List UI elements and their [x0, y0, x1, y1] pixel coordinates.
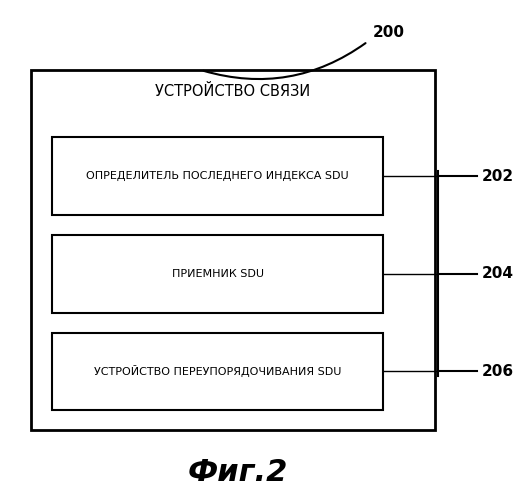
- Text: УСТРОЙСТВО СВЯЗИ: УСТРОЙСТВО СВЯЗИ: [155, 84, 311, 98]
- Bar: [31, 70, 435, 430]
- Text: ПРИЕМНИК SDU: ПРИЕМНИК SDU: [171, 269, 264, 279]
- Text: УСТРОЙСТВО ПЕРЕУПОРЯДОЧИВАНИЯ SDU: УСТРОЙСТВО ПЕРЕУПОРЯДОЧИВАНИЯ SDU: [94, 365, 341, 378]
- Text: 200: 200: [373, 25, 405, 40]
- Bar: [52, 332, 383, 410]
- Text: 206: 206: [482, 364, 514, 379]
- Text: 202: 202: [482, 168, 514, 184]
- Text: Фиг.2: Фиг.2: [188, 458, 289, 487]
- Text: 204: 204: [482, 266, 514, 281]
- Bar: [52, 138, 383, 215]
- Bar: [52, 235, 383, 312]
- Text: ОПРЕДЕЛИТЕЛЬ ПОСЛЕДНЕГО ИНДЕКСА SDU: ОПРЕДЕЛИТЕЛЬ ПОСЛЕДНЕГО ИНДЕКСА SDU: [87, 171, 349, 181]
